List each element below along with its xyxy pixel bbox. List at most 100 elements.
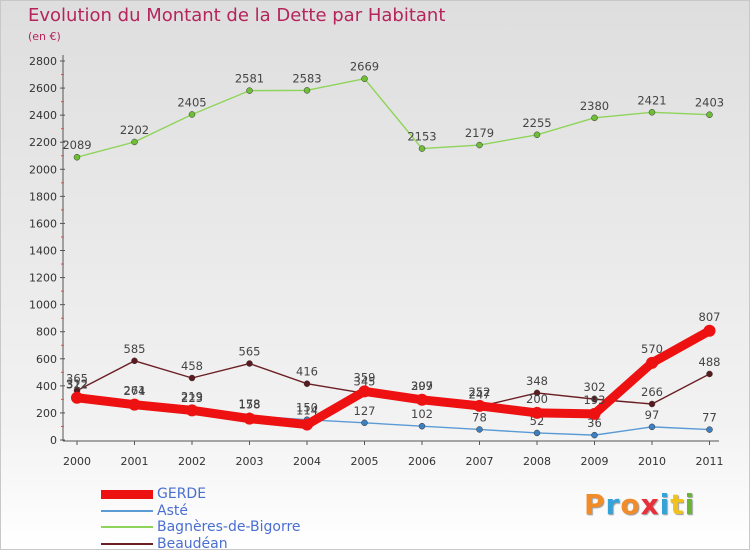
legend-label: Bagnères-de-Bigorre: [157, 519, 301, 535]
data-label: 2583: [292, 71, 321, 85]
series-line-gerde: [72, 326, 714, 430]
data-label: 297: [411, 379, 433, 393]
data-point: [416, 393, 428, 406]
data-label: 416: [296, 365, 318, 379]
data-point: [706, 111, 713, 118]
data-label: 2380: [580, 99, 609, 113]
data-point: [648, 423, 656, 431]
data-point: [591, 395, 598, 403]
data-point: [418, 145, 426, 152]
legend-label: GERDE: [157, 486, 207, 502]
data-label: 223: [181, 391, 203, 405]
data-point: [303, 380, 311, 387]
x-tick-label: 2004: [293, 455, 321, 468]
data-label: 585: [124, 342, 146, 356]
data-point: [71, 391, 83, 404]
data-point: [706, 426, 713, 433]
data-point: [476, 141, 483, 149]
series-line-bagn-res-de-bigorre: [76, 78, 711, 158]
data-point: [246, 360, 253, 367]
data-label: 807: [699, 310, 721, 324]
data-label: 114: [296, 404, 318, 418]
data-label: 2202: [120, 123, 149, 137]
y-tick-label: 2600: [29, 82, 57, 95]
y-tick-label: 2200: [29, 136, 57, 149]
data-point: [703, 324, 716, 337]
legend-swatch: [101, 526, 153, 528]
data-point: [188, 111, 196, 118]
data-label: 348: [526, 374, 548, 388]
y-tick-label: 0: [50, 434, 57, 447]
y-tick-label: 2400: [29, 109, 57, 122]
data-label: 178: [239, 397, 261, 411]
data-point: [533, 429, 541, 437]
data-label: 309: [411, 379, 433, 393]
data-label: 565: [239, 345, 261, 359]
logo-letter: i: [659, 488, 671, 521]
data-point: [131, 138, 138, 146]
x-tick-label: 2005: [351, 455, 379, 468]
data-label: 488: [699, 355, 721, 369]
y-tick-label: 2000: [29, 163, 57, 176]
data-label: 36: [587, 416, 602, 430]
chart-unit-label: (en €): [28, 30, 61, 43]
data-label: 274: [124, 384, 146, 398]
logo-letter: i: [684, 488, 696, 521]
data-label: 345: [354, 374, 376, 388]
logo-letter: o: [620, 488, 641, 521]
legend-swatch: [101, 489, 153, 499]
data-point: [128, 398, 141, 411]
y-tick-label: 1600: [29, 217, 57, 230]
data-point: [188, 374, 196, 382]
x-tick-label: 2000: [63, 455, 91, 468]
data-label: 2089: [62, 138, 91, 152]
x-tick-label: 2002: [178, 455, 206, 468]
x-tick-label: 2007: [466, 455, 494, 468]
data-label: 2669: [350, 60, 379, 74]
data-label: 2403: [695, 96, 724, 110]
data-point: [358, 385, 371, 398]
legend-label: Beaudéan: [157, 535, 228, 552]
legend-swatch: [101, 509, 153, 512]
data-point: [243, 412, 256, 425]
data-label: 252: [469, 385, 491, 399]
data-label: 2153: [407, 130, 436, 144]
y-tick-label: 1400: [29, 245, 57, 258]
data-label: 359: [354, 370, 376, 384]
data-label: 97: [645, 408, 660, 422]
data-label: 266: [641, 385, 663, 399]
logo-letter: t: [670, 488, 685, 521]
x-tick-label: 2006: [408, 455, 436, 468]
data-point: [303, 87, 311, 94]
logo-letter: r: [605, 488, 621, 521]
logo-letter: P: [584, 488, 606, 521]
x-tick-label: 2010: [638, 455, 666, 468]
y-tick-label: 1000: [29, 299, 57, 312]
data-point: [591, 431, 598, 439]
data-point: [473, 399, 486, 412]
y-tick-label: 400: [36, 380, 57, 393]
data-label: 2179: [465, 126, 494, 140]
x-tick-label: 2008: [523, 455, 551, 468]
data-point: [591, 114, 598, 122]
data-point: [648, 400, 656, 408]
data-label: 302: [584, 380, 606, 394]
legend-label: Asté: [157, 502, 188, 519]
data-point: [531, 406, 543, 419]
data-label: 570: [641, 342, 663, 356]
x-tick-label: 2011: [696, 455, 724, 468]
data-point: [361, 75, 368, 82]
data-point: [706, 370, 713, 378]
data-point: [588, 407, 601, 420]
data-label: 77: [702, 411, 717, 425]
y-tick-label: 2800: [29, 55, 57, 68]
data-point: [646, 356, 658, 369]
data-point: [246, 87, 253, 94]
data-label: 247: [469, 388, 491, 402]
x-tick-label: 2009: [581, 455, 609, 468]
data-point: [533, 131, 541, 139]
logo-letter: x: [640, 488, 660, 521]
proxiti-logo: Proxiti: [584, 488, 695, 521]
data-label: 127: [354, 404, 376, 418]
data-point: [301, 418, 313, 431]
